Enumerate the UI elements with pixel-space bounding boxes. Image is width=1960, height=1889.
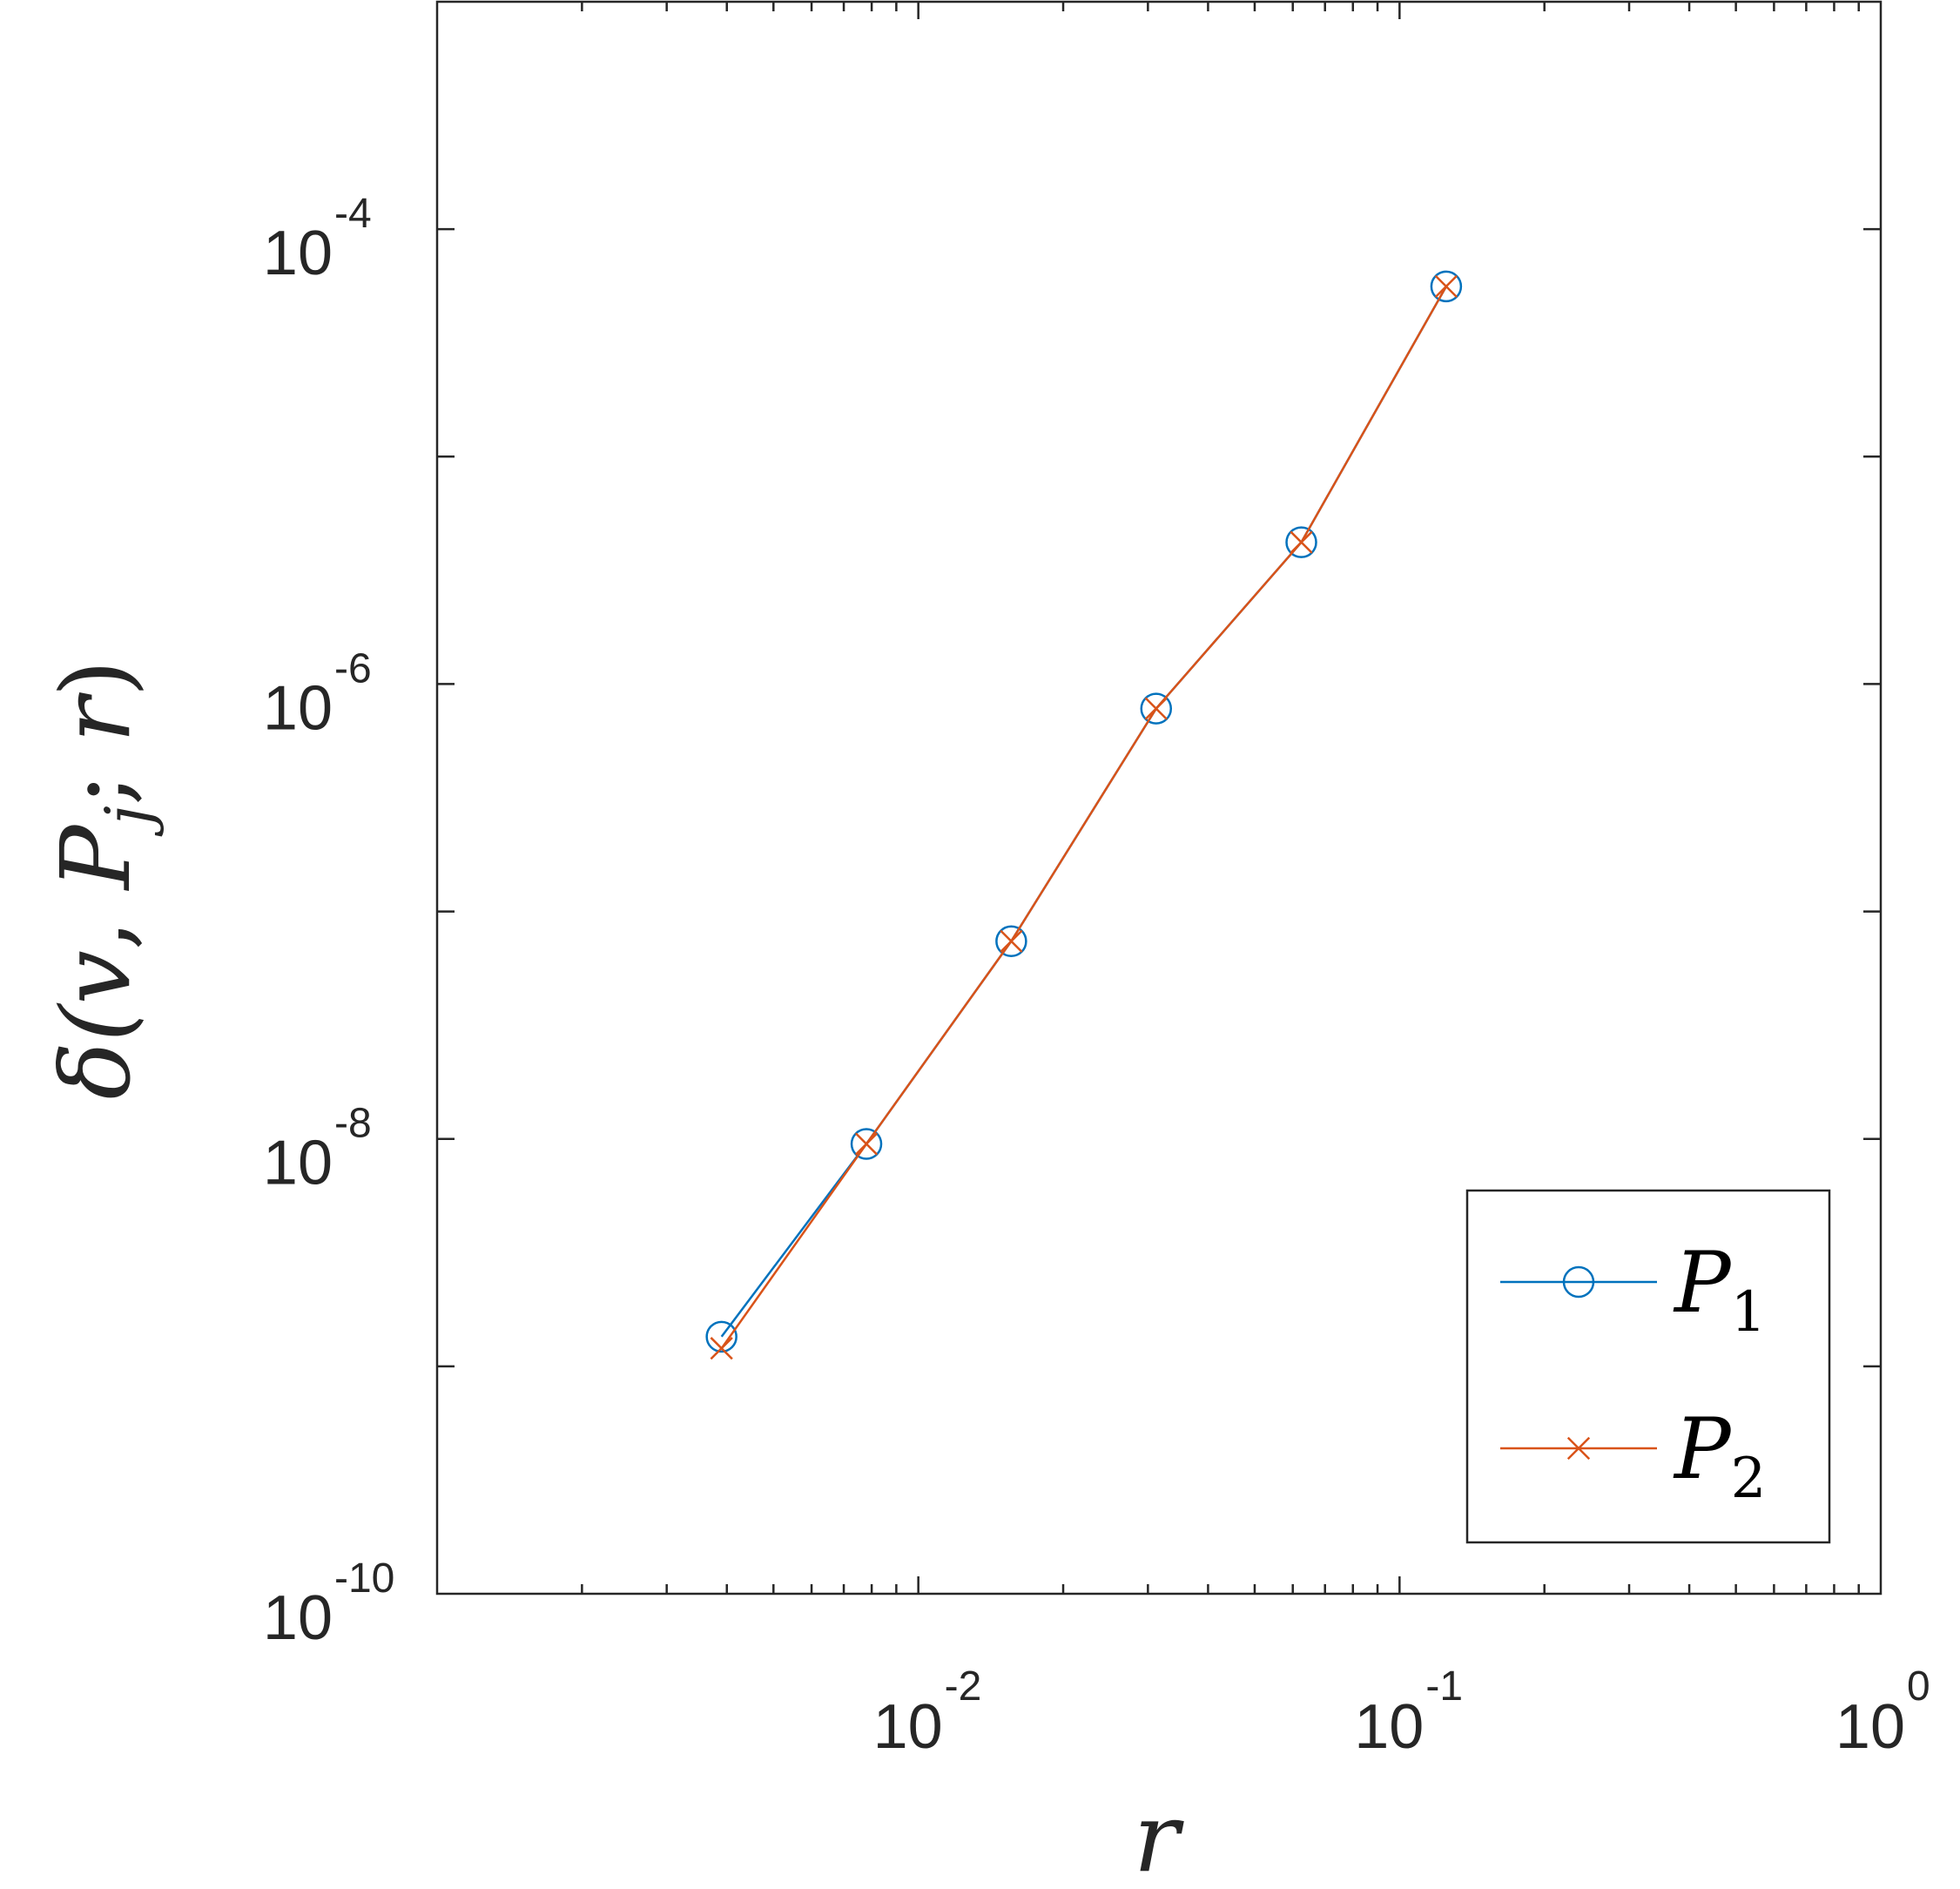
- data-point-circle: [850, 1128, 883, 1160]
- data-point-x: [1000, 929, 1023, 953]
- y-tick-label: 10-4: [263, 191, 372, 288]
- y-axis-title-r: r: [40, 692, 152, 743]
- svg-text:-4: -4: [334, 191, 372, 237]
- data-point-circle: [705, 1320, 738, 1353]
- data-point-circle: [1562, 1265, 1595, 1299]
- y-axis-title-delta: δ(: [40, 1002, 152, 1099]
- svg-text:-1: -1: [1425, 1663, 1463, 1710]
- x-axis-title: r: [1134, 1782, 1185, 1889]
- y-tick-label: 10-10: [263, 1555, 394, 1653]
- series-line: [720, 286, 1447, 1349]
- svg-text:10: 10: [263, 1583, 333, 1653]
- svg-text:-6: -6: [334, 645, 372, 692]
- svg-text:δ(v, Pj; r): δ(v, Pj; r): [40, 659, 165, 1099]
- plot-series: [705, 270, 1463, 1360]
- data-point-x: [1144, 697, 1168, 720]
- x-tick-label: 100: [1835, 1663, 1930, 1762]
- data-point-circle: [995, 925, 1027, 957]
- svg-text:10: 10: [873, 1692, 943, 1762]
- y-axis-title-v: v: [40, 950, 152, 1004]
- series-line: [720, 286, 1447, 1338]
- svg-text:10: 10: [263, 219, 333, 288]
- svg-text:10: 10: [263, 1129, 333, 1198]
- y-axis-title-p: P: [40, 823, 152, 891]
- y-tick-label: 10-6: [263, 645, 372, 743]
- axes-frame: [435, 0, 1883, 1596]
- data-point-x: [1290, 530, 1313, 554]
- x-tick-label: 10-1: [1354, 1663, 1463, 1762]
- data-point-circle: [1285, 526, 1317, 558]
- series-P2: [710, 274, 1458, 1360]
- y-axis-title: δ(v, Pj; r): [40, 659, 165, 1099]
- axes-box: [435, 0, 1883, 1596]
- svg-text:10: 10: [263, 673, 333, 743]
- legend-item-P1: P1: [1500, 1234, 1766, 1345]
- data-point-x: [1566, 1436, 1591, 1461]
- legend-label: P2: [1673, 1400, 1766, 1511]
- data-point-x: [854, 1132, 879, 1156]
- data-point-x: [1434, 274, 1458, 299]
- series-P1: [705, 270, 1463, 1353]
- data-point-x: [710, 1337, 733, 1360]
- data-point-circle: [1140, 692, 1173, 725]
- svg-text:-2: -2: [945, 1663, 982, 1710]
- svg-text:10: 10: [1354, 1692, 1424, 1762]
- y-tick-label: 10-8: [263, 1101, 372, 1198]
- svg-text:-10: -10: [334, 1555, 394, 1602]
- data-point-circle: [1430, 270, 1463, 303]
- svg-text:-8: -8: [334, 1101, 372, 1147]
- legend-box: [1465, 1189, 1831, 1544]
- legend-item-P2: P2: [1500, 1400, 1766, 1511]
- svg-text:0: 0: [1907, 1663, 1930, 1710]
- svg-text:10: 10: [1835, 1692, 1905, 1762]
- x-tick-label: 10-2: [873, 1663, 982, 1762]
- legend-label: P1: [1673, 1234, 1766, 1345]
